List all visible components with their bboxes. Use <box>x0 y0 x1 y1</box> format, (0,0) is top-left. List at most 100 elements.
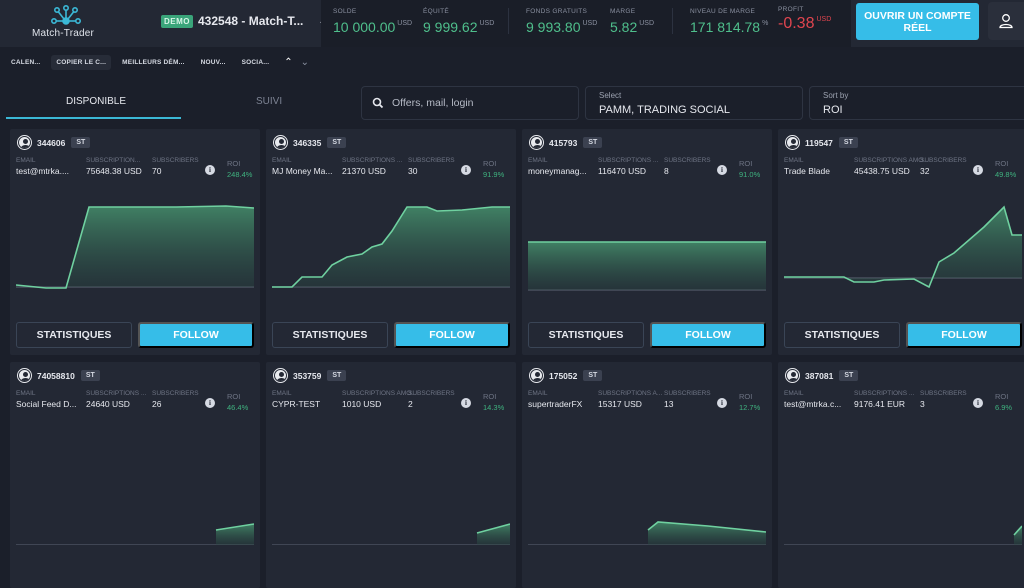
stat-unit: USD <box>816 16 832 23</box>
equity-chart <box>784 205 1022 289</box>
subscriptions-label: SUBSCRIPTIONS ... <box>598 157 659 164</box>
roi-value: 49.8% <box>995 170 1017 179</box>
info-icon[interactable]: i <box>461 165 471 175</box>
equity-chart <box>16 205 254 289</box>
roi-label: ROI <box>483 159 497 168</box>
follow-button[interactable]: FOLLOW <box>906 322 1022 348</box>
trader-id: 119547 <box>805 137 833 148</box>
stat-unit: USD <box>479 20 495 27</box>
stat-value: -0.38 <box>778 15 815 32</box>
account-selector[interactable]: DEMO 432548 - Match-T... ⌄ <box>161 14 326 28</box>
stat-balance: SOLDE 10 000.00 USD <box>333 8 412 35</box>
user-menu-button[interactable] <box>988 2 1024 40</box>
subscriptions-value: 24640 USD <box>86 399 130 409</box>
email-value: test@mtrka.... <box>16 166 70 176</box>
trader-id: 346335 <box>293 137 322 148</box>
trader-card[interactable]: 353759 ST EMAIL CYPR-TEST SUBSCRIPTIONS … <box>266 362 516 588</box>
chevron-up-icon[interactable]: ⌃ <box>284 56 293 68</box>
subscribers-label: SUBSCRIBERS <box>664 157 711 164</box>
trader-card[interactable]: 387081 ST EMAIL test@mtrka.c... SUBSCRIP… <box>778 362 1024 588</box>
roi-column: ROI 91.9% <box>483 159 504 179</box>
sort-select[interactable]: Sort by ROI <box>809 86 1024 120</box>
card-header: 353759 ST <box>274 369 347 382</box>
chevron-down-icon[interactable]: ⌄ <box>300 56 310 68</box>
trader-card[interactable]: 415793 ST EMAIL moneymanag... SUBSCRIPTI… <box>522 129 772 355</box>
open-real-account-button[interactable]: OUVRIR UN COMPTE RÉEL <box>856 3 979 40</box>
email-label: EMAIL <box>272 390 292 397</box>
email-label: EMAIL <box>16 390 36 397</box>
info-icon[interactable]: i <box>717 398 727 408</box>
trader-card[interactable]: 346335 ST EMAIL MJ Money Ma... SUBSCRIPT… <box>266 129 516 355</box>
trader-card[interactable]: 119547 ST EMAIL Trade Blade SUBSCRIPTION… <box>778 129 1024 355</box>
stat-unit: USD <box>582 20 598 27</box>
subscribers-label: SUBSCRIBERS <box>152 390 199 397</box>
info-icon[interactable]: i <box>717 165 727 175</box>
info-icon[interactable]: i <box>973 398 983 408</box>
info-icon[interactable]: i <box>205 398 215 408</box>
strategy-badge: ST <box>583 370 603 381</box>
stat-label: NIVEAU DE MARGE <box>690 8 756 15</box>
nav-item-best-demo[interactable]: MEILLEURS DÉM... <box>122 58 185 66</box>
follow-button[interactable]: FOLLOW <box>138 322 254 348</box>
sort-label: Sort by <box>823 91 849 100</box>
strategy-badge: ST <box>327 137 347 148</box>
subscriptions-value: 15317 USD <box>598 399 642 409</box>
statistics-button[interactable]: STATISTIQUES <box>784 322 900 348</box>
trader-card[interactable]: 344606 ST EMAIL test@mtrka.... SUBSCRIPT… <box>10 129 260 355</box>
search-placeholder: Offers, mail, login <box>392 97 474 109</box>
stat-value: 9 993.80 <box>526 19 581 35</box>
info-icon[interactable]: i <box>205 165 215 175</box>
nav-item-news[interactable]: NOUV... <box>200 58 226 66</box>
statistics-button[interactable]: STATISTIQUES <box>16 322 132 348</box>
statistics-button[interactable]: STATISTIQUES <box>272 322 388 348</box>
statistics-button[interactable]: STATISTIQUES <box>528 322 644 348</box>
email-label: EMAIL <box>272 157 292 164</box>
stat-value: 9 999.62 <box>423 19 478 35</box>
equity-chart <box>16 523 254 545</box>
strategy-badge: ST <box>583 137 603 148</box>
email-column: EMAIL Trade Blade <box>784 157 854 176</box>
trader-card[interactable]: 175052 ST EMAIL supertraderFX SUBSCRIPTI… <box>522 362 772 588</box>
subscriptions-label: SUBSCRIPTION... <box>86 157 141 164</box>
info-icon[interactable]: i <box>973 165 983 175</box>
subscriptions-column: SUBSCRIPTION... 75648.38 USD <box>86 157 162 176</box>
avatar-icon <box>274 136 287 149</box>
avatar-icon <box>530 369 543 382</box>
roi-column: ROI 49.8% <box>995 159 1016 179</box>
subscribers-column: SUBSCRIBERS 30 <box>408 157 466 176</box>
account-label: 432548 - Match-T... <box>198 14 304 28</box>
email-column: EMAIL CYPR-TEST <box>272 390 342 409</box>
follow-button[interactable]: FOLLOW <box>650 322 766 348</box>
follow-button[interactable]: FOLLOW <box>394 322 510 348</box>
avatar-icon <box>786 369 799 382</box>
card-header: 175052 ST <box>530 369 603 382</box>
card-header: 346335 ST <box>274 136 347 149</box>
email-label: EMAIL <box>784 157 804 164</box>
subscribers-value: 3 <box>920 399 925 409</box>
nav-item-copy-trading[interactable]: COPIER LE C... <box>51 54 112 70</box>
avatar-icon <box>530 136 543 149</box>
roi-label: ROI <box>483 392 497 401</box>
tab-available[interactable]: DISPONIBLE <box>66 96 127 107</box>
search-input[interactable]: Offers, mail, login <box>361 86 579 120</box>
subscriptions-label: SUBSCRIPTIONS ... <box>86 390 147 397</box>
subscribers-value: 8 <box>664 166 669 176</box>
equity-chart <box>528 241 766 291</box>
card-header: 387081 ST <box>786 369 859 382</box>
card-stats: EMAIL Social Feed D... SUBSCRIPTIONS ...… <box>16 390 256 414</box>
email-column: EMAIL MJ Money Ma... <box>272 157 342 176</box>
card-stats: EMAIL test@mtrka.... SUBSCRIPTION... 756… <box>16 157 256 181</box>
subscriptions-column: SUBSCRIPTIONS A... 15317 USD <box>598 390 674 409</box>
logo[interactable]: Match-Trader <box>0 0 140 47</box>
active-tab-indicator <box>6 117 181 119</box>
nav-item-social[interactable]: SOCIA... <box>241 58 270 66</box>
subscriptions-column: SUBSCRIPTIONS AMO... 1010 USD <box>342 390 418 409</box>
equity-chart <box>528 521 766 545</box>
info-icon[interactable]: i <box>461 398 471 408</box>
tab-following[interactable]: SUIVI <box>256 96 283 107</box>
type-select[interactable]: Select PAMM, TRADING SOCIAL <box>585 86 803 120</box>
trader-card[interactable]: 74058810 ST EMAIL Social Feed D... SUBSC… <box>10 362 260 588</box>
nav-item-calendar[interactable]: CALEN... <box>11 58 41 66</box>
roi-label: ROI <box>995 392 1009 401</box>
equity-chart <box>784 525 1022 545</box>
